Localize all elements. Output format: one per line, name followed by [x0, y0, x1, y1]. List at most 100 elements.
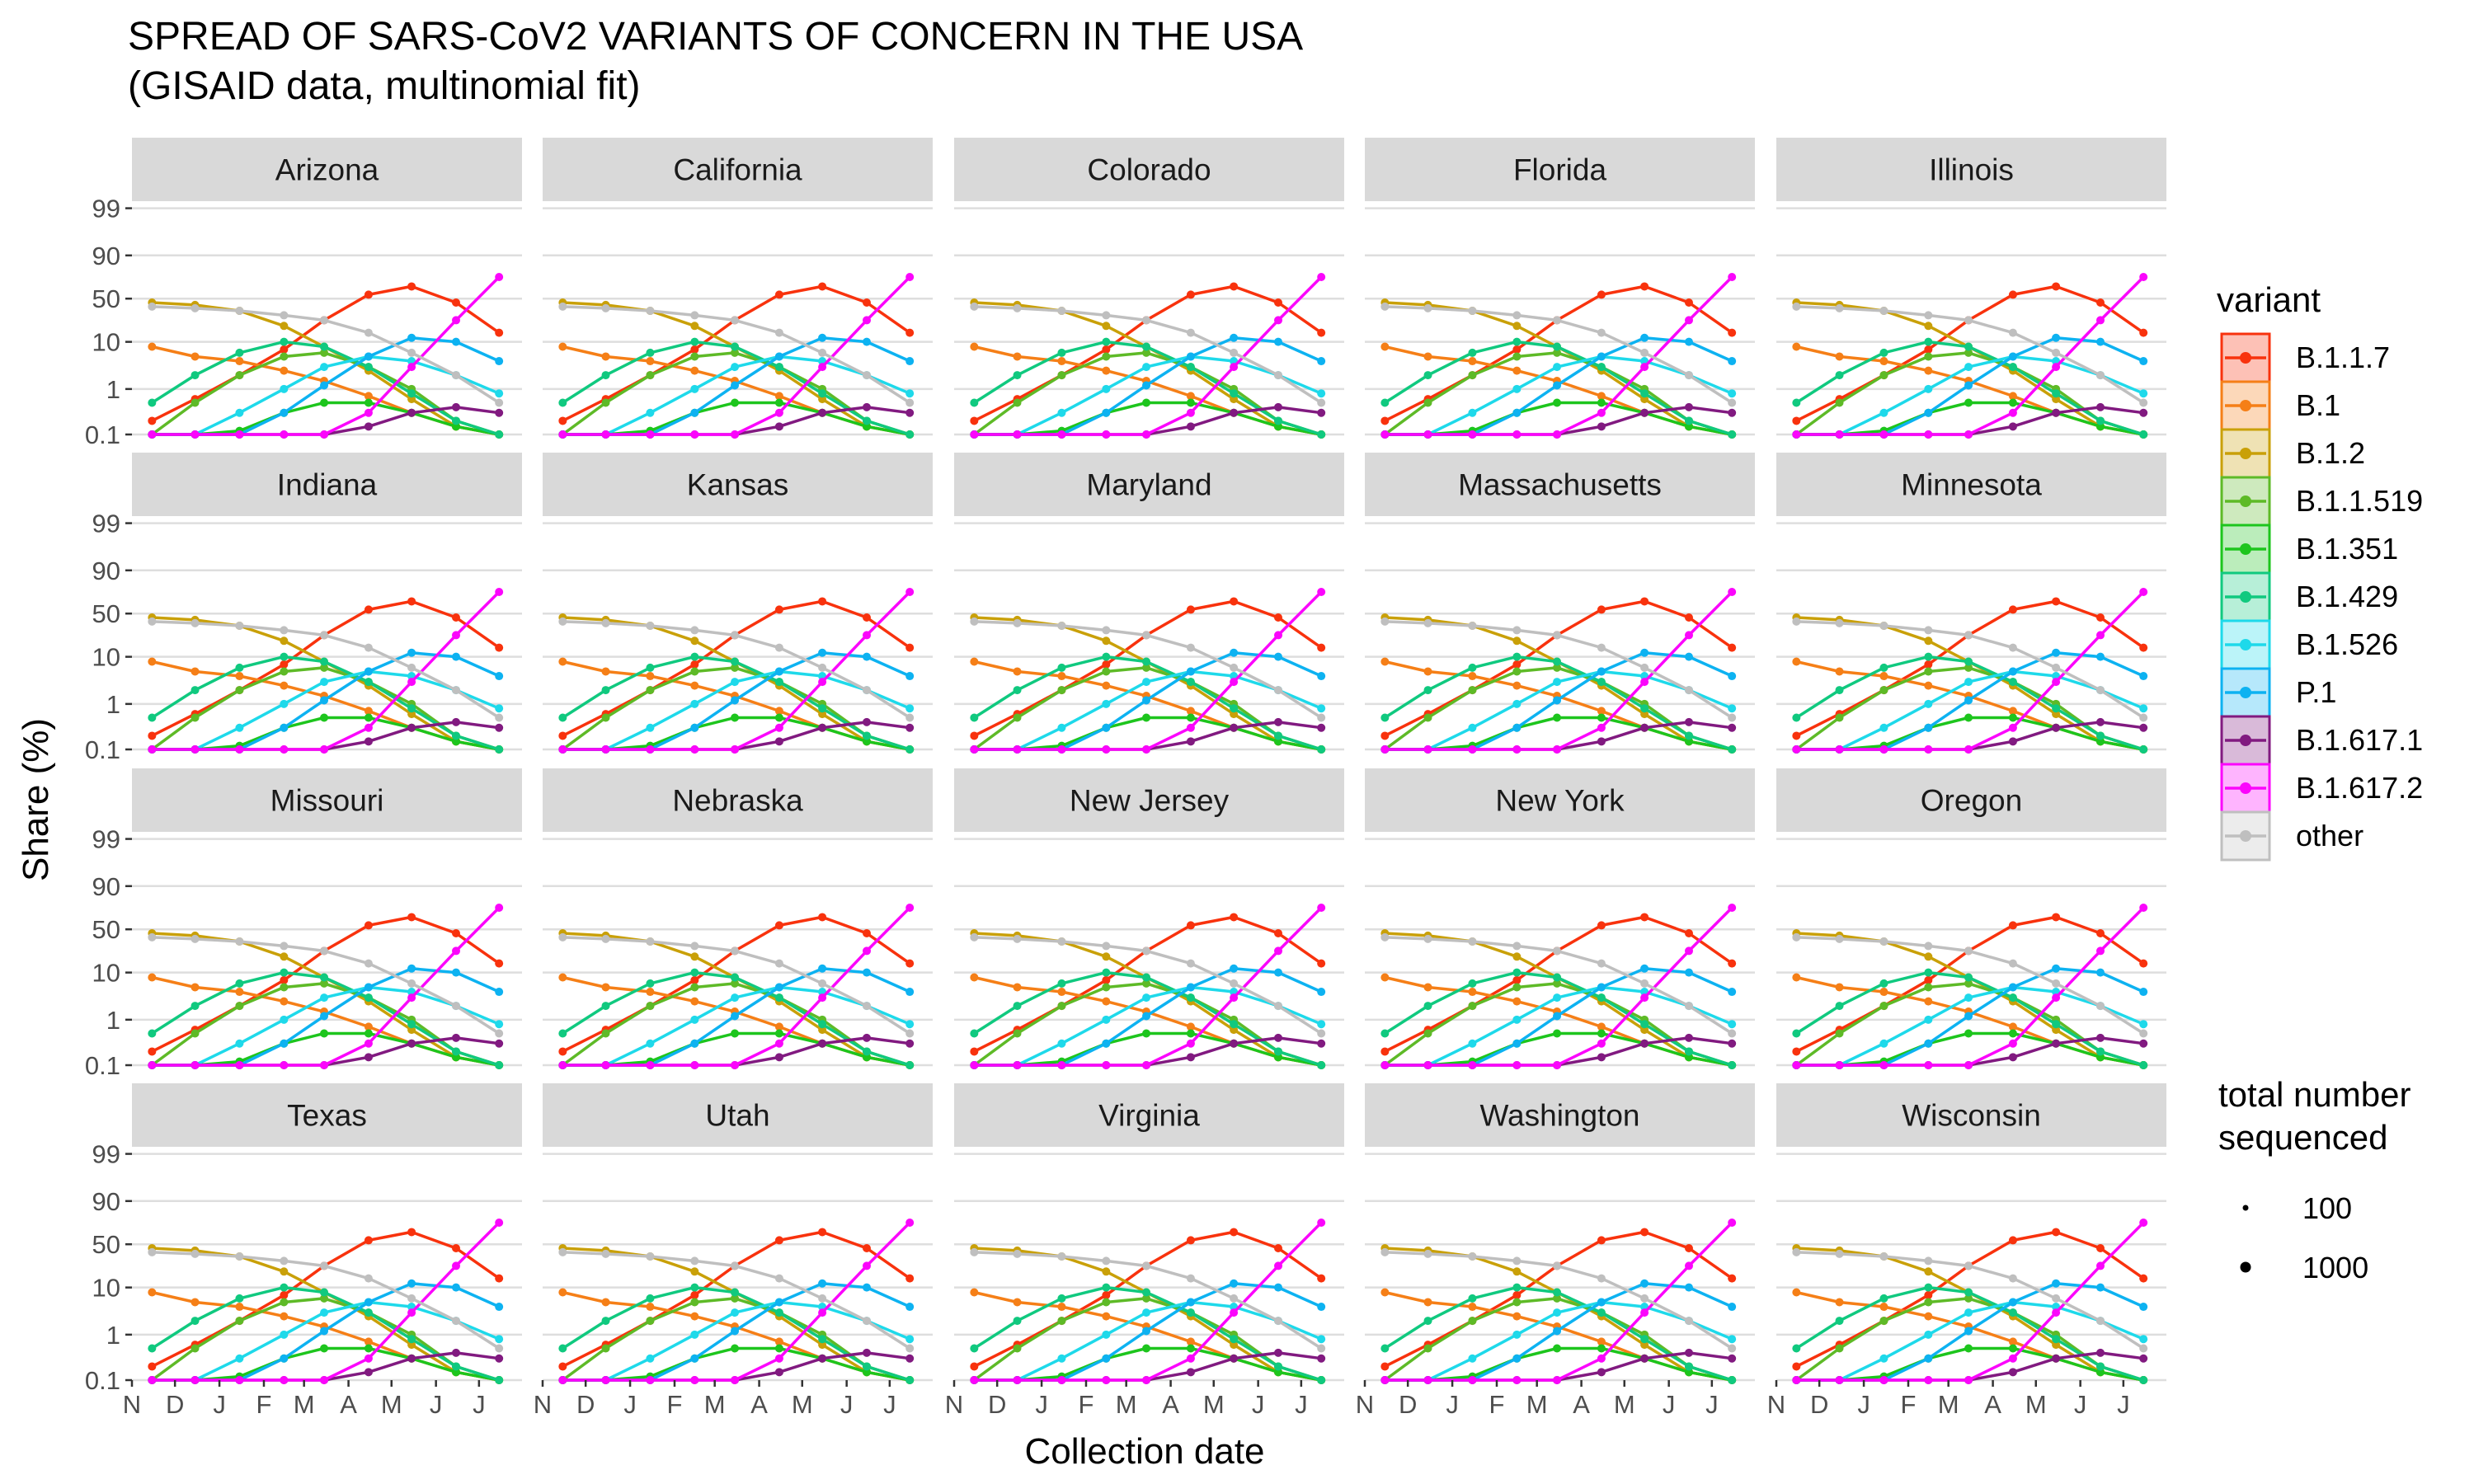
data-point-b-1-617-2	[1468, 745, 1477, 754]
data-point-b-1-429	[1924, 337, 1933, 346]
data-point-b-1-617-2	[190, 1061, 200, 1069]
data-point-other	[1835, 303, 1844, 312]
data-point-b-1	[1057, 988, 1066, 997]
data-point-b-1-429	[601, 1002, 610, 1011]
data-point-b-1-1-7	[905, 959, 915, 968]
data-point-b-1-429	[1728, 1061, 1737, 1069]
data-point-p-1	[1964, 1012, 1973, 1021]
data-point-b-1-526	[731, 993, 740, 1003]
data-point-b-1-2	[818, 1341, 827, 1350]
data-point-other	[148, 302, 157, 311]
data-point-p-1	[863, 1283, 872, 1292]
data-point-other	[818, 348, 827, 357]
data-point-other	[863, 686, 872, 695]
data-point-b-1-617-2	[2139, 273, 2148, 282]
data-point-b-1-1-519	[690, 983, 699, 992]
data-point-b-1-1-7	[452, 929, 461, 938]
data-point-b-1-1-7	[2052, 597, 2061, 606]
data-point-p-1	[1685, 1283, 1694, 1292]
data-point-b-1-429	[1685, 416, 1694, 425]
facet-panel-massachusetts: Massachusetts	[1365, 453, 1755, 754]
data-point-p-1	[1317, 1303, 1326, 1312]
data-point-other	[148, 932, 157, 942]
data-point-b-1-1-7	[558, 1362, 567, 1371]
data-point-b-1	[1512, 997, 1522, 1006]
data-point-b-1-1-7	[1230, 597, 1239, 606]
data-point-b-1-429	[970, 713, 979, 722]
legend-label: B.1	[2296, 388, 2340, 422]
data-point-b-1-351	[2096, 737, 2105, 746]
data-point-b-1-617-2	[1423, 745, 1432, 754]
data-point-other	[774, 643, 783, 652]
data-point-other	[1380, 302, 1390, 311]
data-point-p-1	[1230, 333, 1239, 342]
size-legend-title-line: sequenced	[2218, 1118, 2388, 1157]
data-point-b-1	[1013, 667, 1022, 676]
data-point-other	[1186, 643, 1195, 652]
data-point-b-1-429	[452, 1362, 461, 1371]
data-point-b-1-2	[1512, 952, 1522, 961]
data-point-other	[601, 934, 610, 943]
data-point-b-1-526	[1142, 1308, 1151, 1317]
data-point-b-1-429	[1013, 686, 1022, 695]
data-point-other	[235, 937, 244, 946]
data-point-b-1	[690, 1312, 699, 1321]
data-point-b-1-617-2	[1423, 430, 1432, 439]
data-point-b-1-429	[601, 686, 610, 695]
data-point-b-1-617-1	[863, 1033, 872, 1042]
data-point-b-1-617-2	[320, 430, 329, 439]
data-point-b-1-617-1	[774, 422, 783, 431]
data-point-b-1	[1186, 1337, 1195, 1346]
data-point-b-1-429	[1512, 652, 1522, 661]
data-point-other	[2008, 643, 2017, 652]
data-point-b-1-1-519	[601, 1344, 610, 1353]
y-tick-label: 10	[92, 1274, 120, 1303]
data-point-b-1-526	[2139, 389, 2148, 398]
data-point-b-1-617-2	[364, 1354, 373, 1363]
data-point-b-1-1-7	[495, 328, 504, 337]
data-point-b-1-617-1	[1597, 422, 1606, 431]
facet-panel-indiana: Indiana 0.1 1 10 50 90 99	[85, 453, 522, 764]
data-point-other	[1317, 1344, 1326, 1353]
data-point-b-1-429	[148, 398, 157, 407]
data-point-p-1	[1317, 672, 1326, 681]
data-point-p-1	[818, 1279, 827, 1288]
data-point-p-1	[2096, 652, 2105, 661]
data-point-p-1	[495, 672, 504, 681]
data-point-b-1-1-519	[601, 398, 610, 407]
data-point-b-1-351	[863, 1053, 872, 1062]
data-point-p-1	[320, 381, 329, 390]
data-point-b-1	[1879, 988, 1888, 997]
data-point-b-1-1-7	[2096, 1244, 2105, 1253]
data-point-b-1-429	[558, 713, 567, 722]
data-point-b-1-429	[1423, 686, 1432, 695]
data-point-b-1-617-2	[1142, 745, 1151, 754]
data-point-b-1-1-519	[1964, 348, 1973, 357]
data-point-b-1-617-2	[1835, 745, 1844, 754]
data-point-p-1	[905, 1303, 915, 1312]
data-point-b-1-617-2	[1274, 316, 1283, 325]
y-tick-label: 0.1	[85, 420, 120, 449]
data-point-b-1-351	[1597, 713, 1606, 722]
y-tick-label: 10	[92, 959, 120, 988]
data-point-b-1-617-2	[1792, 745, 1801, 754]
data-point-b-1-617-1	[1640, 1354, 1649, 1363]
data-point-other	[774, 959, 783, 968]
data-point-b-1-351	[1274, 1053, 1283, 1062]
data-point-b-1-526	[495, 1020, 504, 1029]
facet-strip	[954, 138, 1344, 201]
data-point-b-1-617-2	[1468, 1376, 1477, 1384]
data-point-b-1	[1013, 352, 1022, 361]
data-point-b-1-617-2	[2052, 363, 2061, 372]
data-point-p-1	[1924, 723, 1933, 732]
data-point-b-1-526	[235, 723, 244, 732]
data-point-p-1	[2052, 648, 2061, 657]
data-point-b-1-617-2	[235, 1061, 244, 1069]
data-point-b-1-617-2	[905, 273, 915, 282]
data-point-b-1-617-1	[1597, 1368, 1606, 1377]
data-point-b-1-1-7	[2096, 613, 2105, 622]
data-point-b-1	[1186, 707, 1195, 716]
data-point-b-1-617-2	[863, 1261, 872, 1270]
data-point-p-1	[1640, 964, 1649, 973]
